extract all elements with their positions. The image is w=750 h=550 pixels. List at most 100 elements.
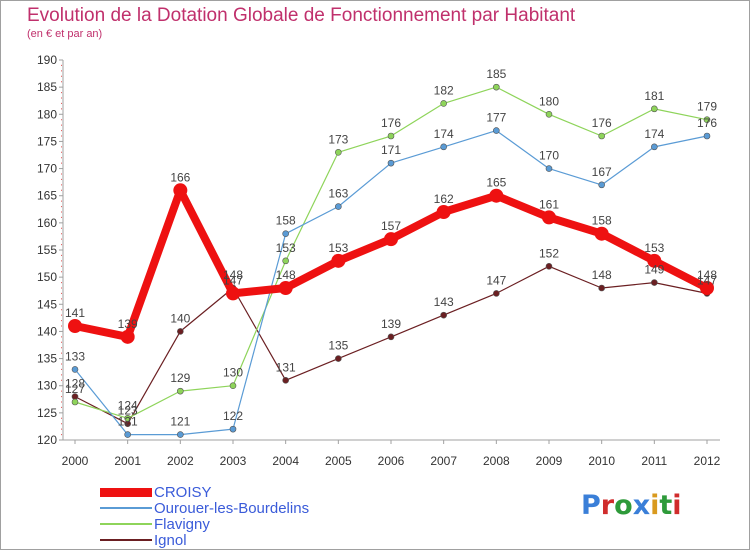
data-point-ignol: [282, 376, 289, 384]
y-tick-label: 185: [37, 80, 57, 94]
data-label-ourouer-les-bourdelins: 171: [381, 143, 401, 157]
y-tick-label: 150: [37, 270, 57, 284]
data-label-croisy: 148: [276, 268, 296, 282]
y-tick-label: 175: [37, 134, 57, 148]
legend-item-ignol: Ignol: [100, 532, 360, 549]
data-point-ignol: [387, 333, 395, 341]
data-label-croisy: 161: [539, 197, 559, 211]
y-tick-label: 135: [37, 352, 57, 366]
data-point-croisy: [384, 232, 398, 247]
chart-title: Evolution de la Dotation Globale de Fonc…: [27, 5, 576, 26]
data-point-flavigny: [177, 387, 184, 395]
logo-letter: i: [650, 490, 660, 521]
data-label-ignol: 148: [592, 268, 612, 282]
data-point-croisy: [489, 188, 504, 203]
legend-swatch: [100, 507, 152, 509]
logo-letter: r: [600, 490, 615, 521]
data-point-croisy: [226, 286, 240, 301]
chart-subtitle: (en € et par an): [27, 28, 103, 40]
data-label-ignol: 131: [276, 360, 296, 374]
y-tick-label: 180: [37, 107, 57, 121]
data-label-croisy: 139: [118, 317, 138, 331]
y-tick-label: 190: [37, 53, 57, 67]
data-point-ignol: [651, 279, 658, 286]
x-tick-label: 2004: [272, 454, 299, 468]
data-point-flavigny: [335, 148, 342, 156]
y-tick-label: 120: [37, 433, 57, 447]
data-label-flavigny: 173: [328, 132, 348, 146]
x-tick-label: 2012: [694, 454, 721, 468]
legend-swatch: [100, 523, 152, 525]
data-label-ignol: 147: [697, 273, 717, 287]
data-point-flavigny: [493, 83, 500, 91]
chart-axes: 120 125 130 135 140 145 150 155 160 165 170 175 180 1…: [37, 53, 721, 468]
data-label-flavigny: 179: [697, 100, 717, 114]
proxiti-logo: Proxiti: [581, 490, 682, 521]
data-point-ourouer-les-bourdelins: [71, 366, 79, 373]
y-tick-label: 125: [37, 406, 57, 420]
series-layer: [68, 83, 714, 438]
data-label-ourouer-les-bourdelins: 170: [539, 149, 559, 163]
legend-swatch: [100, 539, 152, 541]
data-point-flavigny: [124, 414, 131, 422]
data-label-flavigny: 127: [65, 382, 85, 396]
y-tick-label: 145: [37, 297, 57, 311]
data-point-ourouer-les-bourdelins: [493, 127, 500, 134]
data-label-flavigny: 153: [276, 241, 296, 255]
legend-item-ourouer-les-bourdelins: Ourouer-les-Bourdelins: [100, 500, 360, 517]
data-label-croisy: 153: [328, 241, 348, 255]
data-label-ignol: 140: [170, 311, 190, 325]
data-point-ourouer-les-bourdelins: [651, 143, 658, 151]
data-label-ourouer-les-bourdelins: 158: [276, 214, 296, 228]
data-point-flavigny: [651, 105, 658, 113]
data-label-ourouer-les-bourdelins: 174: [434, 127, 454, 141]
data-label-flavigny: 130: [223, 366, 243, 380]
x-tick-label: 2011: [641, 454, 667, 468]
data-label-flavigny: 180: [539, 94, 559, 108]
data-label-croisy: 148: [697, 268, 717, 282]
data-label-ignol: 123: [118, 404, 138, 418]
y-tick-label: 140: [37, 324, 57, 338]
x-tick-label: 2007: [430, 454, 457, 468]
data-point-ourouer-les-bourdelins: [335, 203, 342, 210]
data-point-ignol: [177, 328, 184, 335]
data-point-croisy: [278, 281, 293, 295]
data-label-flavigny: 176: [592, 116, 612, 130]
data-label-croisy: 141: [65, 306, 85, 320]
data-point-croisy: [120, 329, 135, 344]
data-label-ourouer-les-bourdelins: 121: [118, 415, 138, 429]
data-label-ignol: 139: [381, 317, 401, 331]
data-label-croisy: 162: [434, 192, 454, 206]
logo-letter: t: [659, 490, 673, 521]
data-point-ignol: [440, 311, 447, 319]
data-point-ourouer-les-bourdelins: [387, 159, 395, 167]
data-label-flavigny: 124: [118, 398, 138, 412]
data-point-ignol: [493, 290, 500, 297]
data-point-croisy: [436, 205, 451, 219]
logo-letter: i: [672, 490, 682, 521]
data-label-ignol: 152: [539, 246, 559, 260]
y-tick-label: 130: [37, 379, 57, 393]
x-tick-label: 2003: [220, 454, 247, 468]
legend-swatch: [100, 487, 152, 497]
data-point-croisy: [173, 183, 188, 198]
data-label-flavigny: 129: [170, 371, 190, 385]
x-tick-label: 2005: [325, 454, 352, 468]
data-point-flavigny: [703, 116, 711, 124]
x-tick-label: 2001: [114, 454, 141, 468]
data-label-ignol: 135: [328, 339, 348, 353]
x-tick-label: 2010: [588, 454, 615, 468]
legend-item-flavigny: Flavigny: [100, 516, 360, 533]
data-label-ourouer-les-bourdelins: 167: [592, 165, 612, 179]
data-point-croisy: [331, 253, 346, 268]
data-label-ourouer-les-bourdelins: 122: [223, 409, 243, 423]
data-label-ourouer-les-bourdelins: 177: [486, 111, 506, 125]
data-label-ignol: 149: [644, 263, 664, 277]
data-label-croisy: 157: [381, 219, 401, 233]
data-point-ourouer-les-bourdelins: [124, 431, 131, 438]
data-label-croisy: 165: [486, 176, 506, 190]
y-tick-label: 160: [37, 216, 57, 230]
data-point-ignol: [545, 262, 553, 270]
data-label-ignol: 147: [486, 273, 506, 287]
